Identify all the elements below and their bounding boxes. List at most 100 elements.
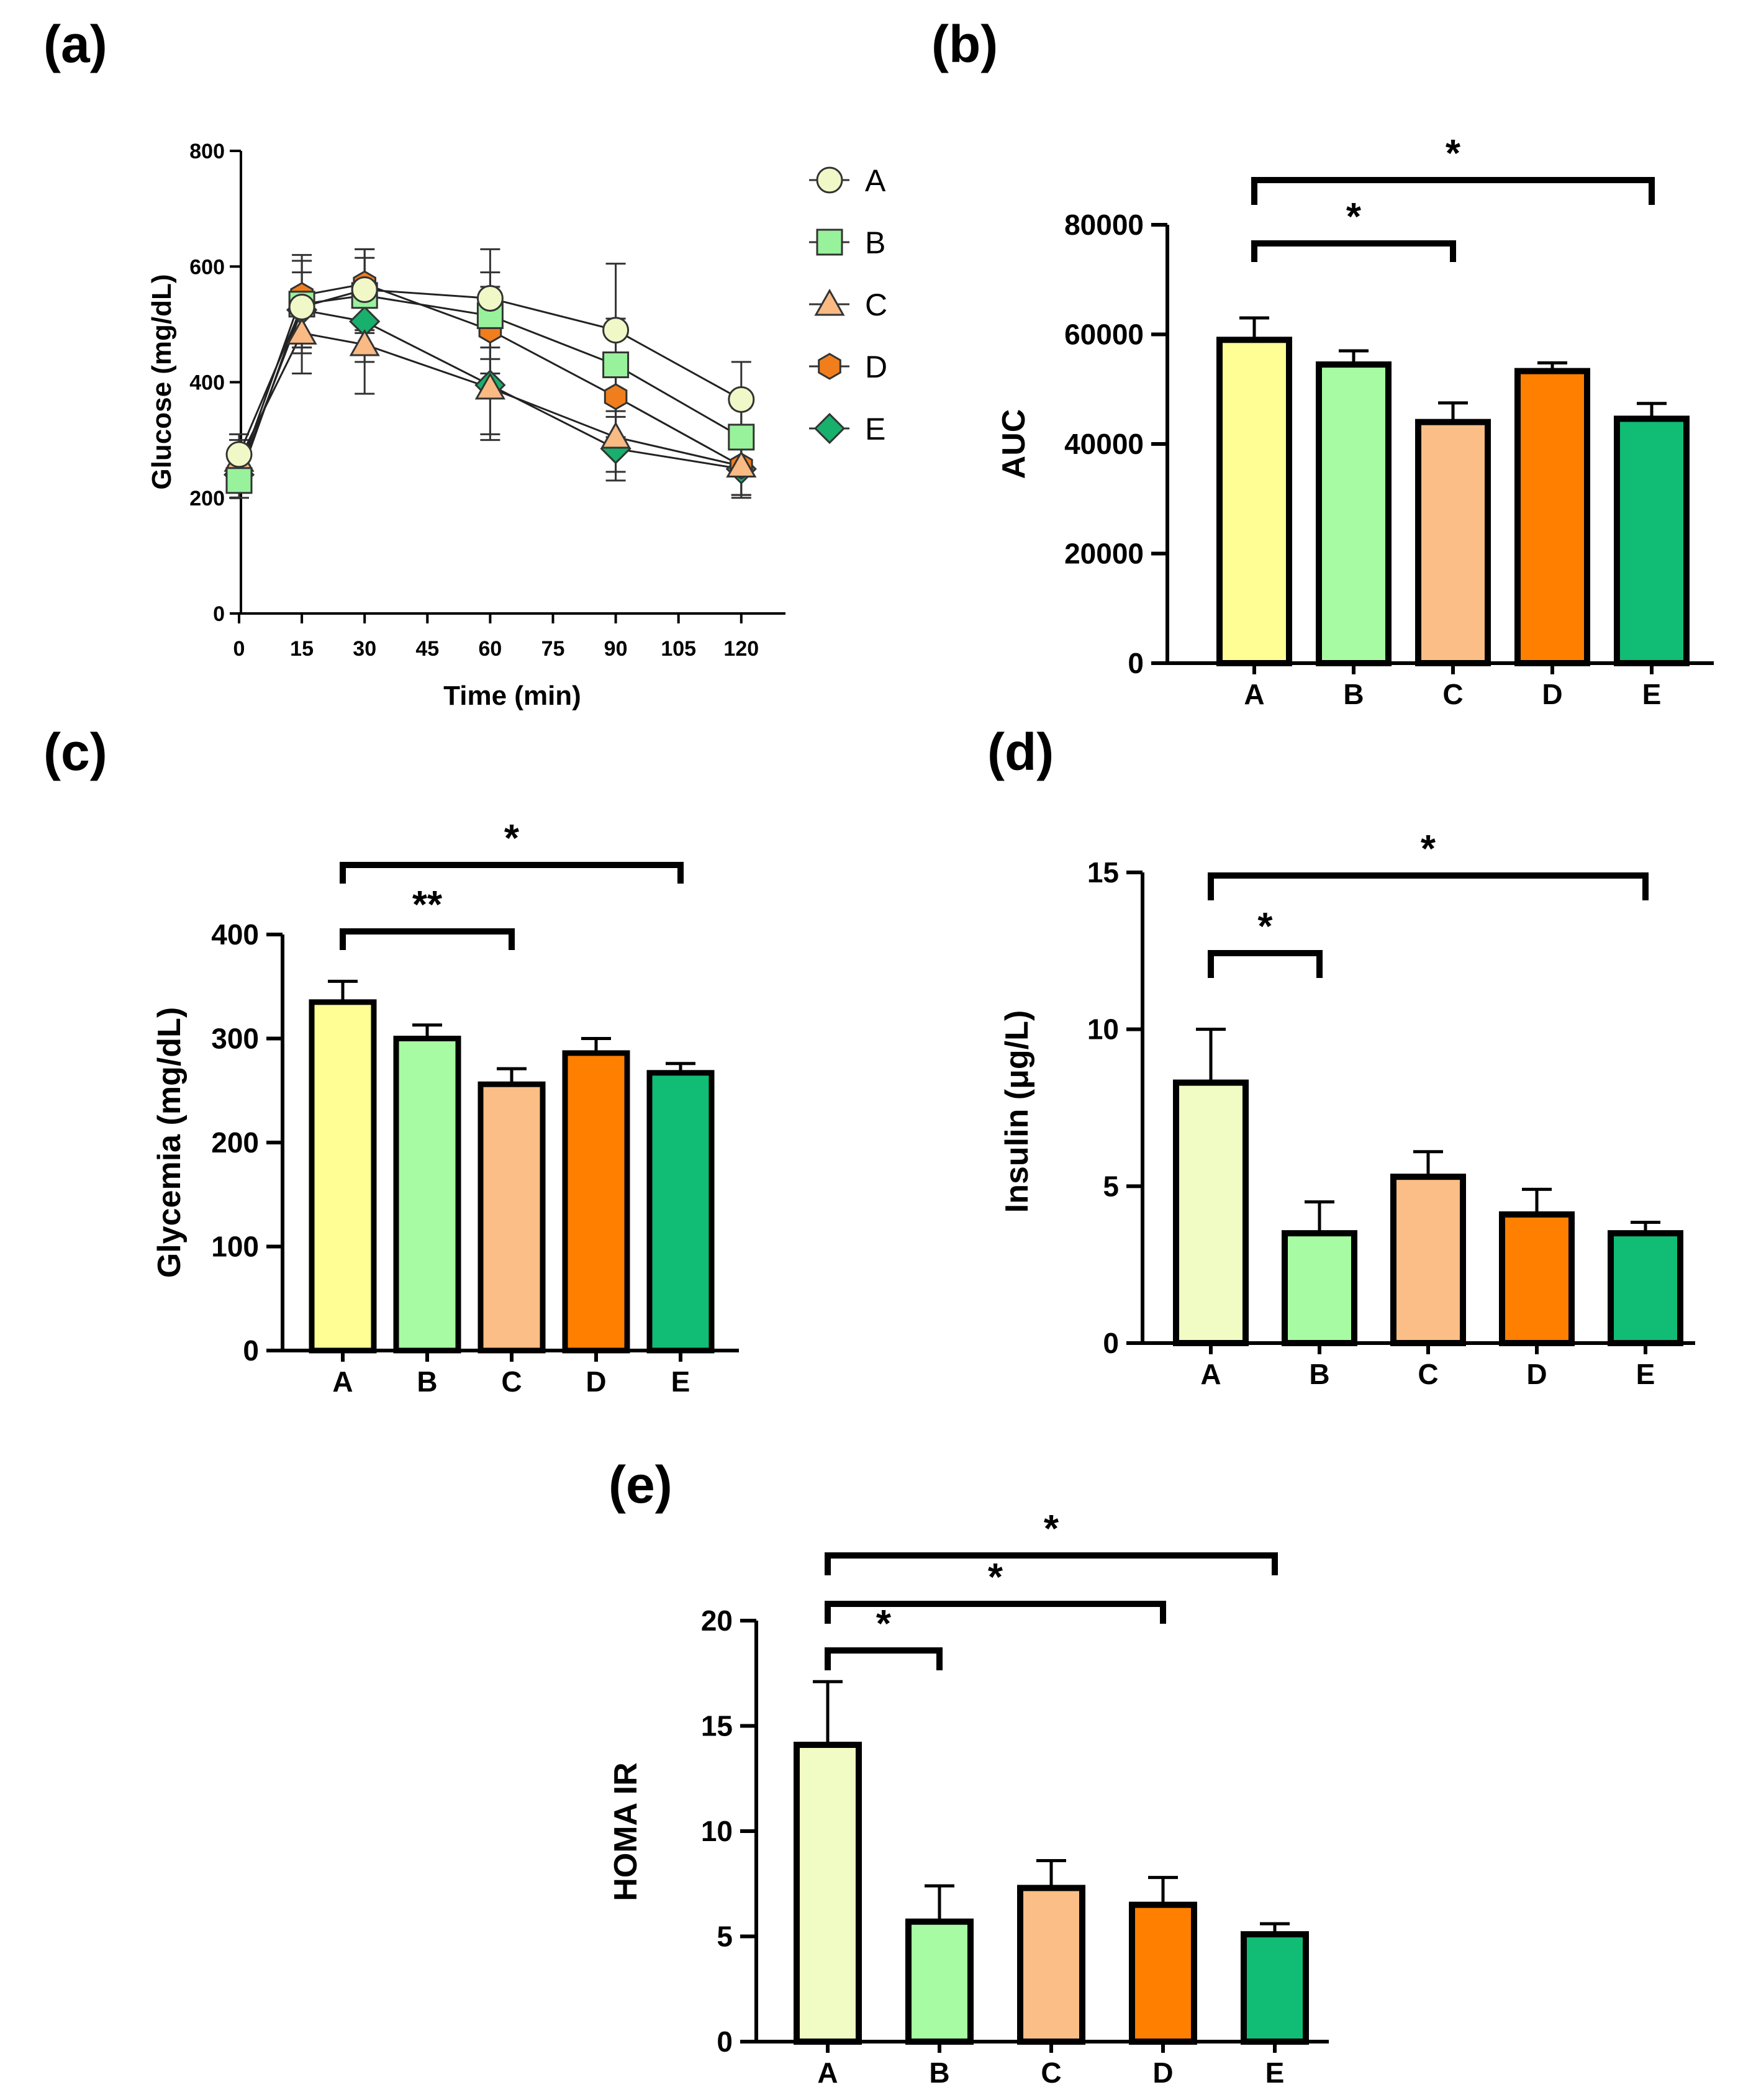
panel-label: (a) — [43, 15, 107, 73]
bar-B — [393, 1036, 461, 1354]
y-tick-label: 0 — [1128, 647, 1144, 679]
panel-label: (e) — [609, 1455, 672, 1514]
bar-chart-e: 0 5 10 15 20 HOMA IR A B C D E * * * — [608, 1508, 1329, 2089]
x-tick-label: 105 — [661, 637, 696, 661]
bar-E — [1614, 415, 1690, 667]
y-tick-label: 800 — [189, 140, 225, 163]
y-tick-label: 0 — [1103, 1327, 1119, 1359]
data-point-B — [225, 467, 253, 494]
x-tick-label: A — [332, 1365, 353, 1398]
series-line-A — [238, 288, 742, 455]
x-tick-label: 30 — [353, 637, 376, 661]
y-tick-label: 15 — [701, 1710, 733, 1742]
significance-bracket — [340, 928, 515, 950]
data-point-C — [600, 421, 631, 449]
x-tick-label: B — [1343, 678, 1364, 710]
bar-A — [794, 1742, 862, 2045]
x-tick-label: E — [1636, 1358, 1655, 1390]
bar-C — [1415, 419, 1491, 666]
significance-label: * — [504, 817, 520, 860]
y-axis-title: Glycemia (mg/dL) — [152, 1007, 188, 1278]
y-tick-label: 20 — [701, 1604, 733, 1637]
y-tick-label: 200 — [189, 487, 225, 510]
x-tick-label: 15 — [290, 637, 314, 661]
y-axis-title: Glucose (mg/dL) — [147, 274, 177, 489]
legend-marker-C — [814, 288, 845, 316]
y-tick-label: 600 — [189, 255, 225, 279]
bar-C — [1017, 1885, 1085, 2045]
legend-label: E — [865, 412, 885, 446]
y-axis-title: AUC — [996, 409, 1032, 479]
bar-chart-d: 0 5 10 15 Insulin (μg/L) A B C D E * * — [999, 828, 1695, 1390]
significance-label: * — [1446, 132, 1461, 175]
x-tick-label: E — [1642, 678, 1662, 710]
data-point-B — [728, 423, 755, 451]
series-line-C — [238, 332, 742, 467]
y-tick-label: 200 — [211, 1126, 259, 1159]
data-point-D — [604, 383, 628, 410]
bar-B — [905, 1918, 974, 2045]
data-point-B — [602, 351, 630, 379]
data-point-A — [602, 317, 630, 344]
x-tick-label: C — [1442, 678, 1463, 710]
significance-bracket — [825, 1601, 1166, 1624]
x-tick-label: B — [417, 1365, 437, 1398]
bar-A — [309, 999, 377, 1354]
y-tick-label: 0 — [213, 602, 225, 626]
significance-label: * — [1421, 828, 1436, 871]
x-tick-label: E — [1265, 2057, 1285, 2089]
significance-label: * — [1257, 905, 1273, 948]
y-tick-label: 5 — [717, 1921, 733, 1953]
bar-C — [1390, 1174, 1466, 1346]
significance-label: * — [1044, 1508, 1059, 1550]
series-line-D — [238, 283, 742, 473]
x-tick-label: D — [1542, 678, 1562, 710]
data-point-A — [351, 276, 378, 303]
bar-D — [1499, 1211, 1575, 1347]
legend-label: B — [865, 225, 885, 260]
legend-marker-D — [818, 353, 841, 380]
y-tick-label: 80000 — [1064, 209, 1144, 241]
significance-label: * — [988, 1556, 1003, 1599]
y-tick-label: 15 — [1087, 856, 1119, 889]
data-point-C — [474, 372, 505, 400]
bar-E — [646, 1070, 715, 1354]
x-tick-label: 120 — [723, 637, 759, 661]
legend-label: A — [865, 163, 886, 198]
bar-chart-b: 0 20000 40000 60000 80000 AUC A B C D E * * — [996, 132, 1714, 710]
significance-bracket — [340, 862, 684, 884]
x-tick-label: B — [1309, 1358, 1329, 1390]
x-tick-label: E — [671, 1365, 690, 1398]
data-point-A — [728, 386, 755, 413]
y-tick-label: 400 — [189, 371, 225, 395]
x-tick-label: A — [1200, 1358, 1221, 1390]
y-tick-label: 300 — [211, 1023, 259, 1055]
data-point-A — [476, 284, 504, 312]
y-tick-label: 10 — [701, 1815, 733, 1847]
y-tick-label: 40000 — [1064, 428, 1144, 460]
bar-A — [1216, 337, 1292, 666]
bar-D — [1514, 368, 1590, 666]
data-point-A — [288, 293, 315, 320]
y-tick-label: 0 — [243, 1334, 259, 1367]
y-axis-title: HOMA IR — [608, 1762, 644, 1901]
x-tick-label: C — [501, 1365, 522, 1398]
y-axis-title: Insulin (μg/L) — [999, 1010, 1035, 1213]
x-tick-label: A — [817, 2057, 838, 2089]
legend-label: C — [865, 287, 887, 322]
x-tick-label: 75 — [541, 637, 565, 661]
x-tick-label: 90 — [604, 637, 628, 661]
panel-label: (d) — [987, 723, 1054, 781]
y-tick-label: 100 — [211, 1231, 259, 1263]
y-tick-label: 60000 — [1064, 319, 1144, 351]
data-point-C — [726, 450, 757, 478]
x-tick-label: 60 — [478, 637, 502, 661]
x-tick-label: B — [929, 2057, 949, 2089]
y-tick-label: 0 — [717, 2025, 733, 2058]
significance-label: * — [876, 1603, 892, 1645]
x-tick-label: D — [586, 1365, 606, 1398]
y-tick-label: 20000 — [1064, 538, 1144, 570]
legend-marker-B — [816, 229, 843, 256]
